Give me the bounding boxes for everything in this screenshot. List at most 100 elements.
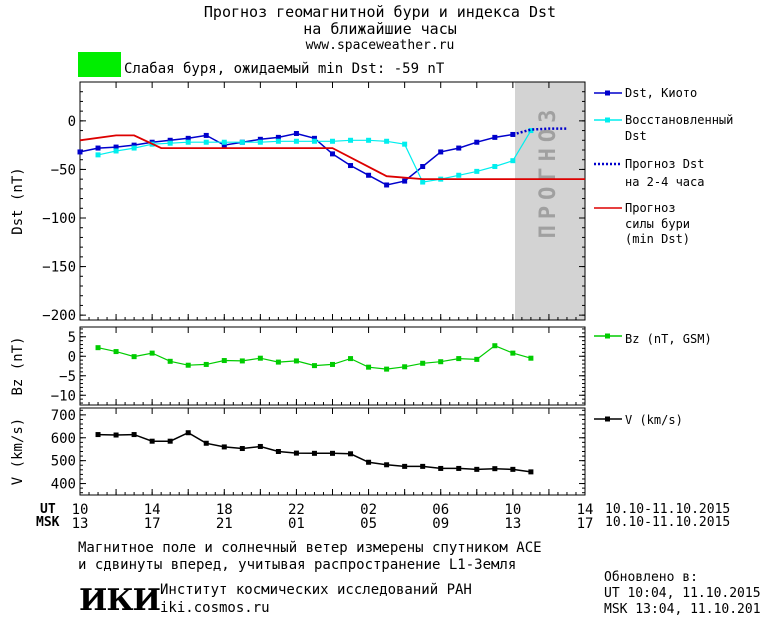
data-point <box>420 463 426 469</box>
data-point <box>221 139 227 145</box>
data-point <box>456 145 462 151</box>
data-point <box>131 145 137 151</box>
data-point <box>366 364 372 370</box>
data-point <box>474 139 480 145</box>
legend-v-label: V (km/s) <box>625 413 683 427</box>
msk-date-range: 10.10-11.10.2015 <box>605 515 731 530</box>
x-tick-label-ut: 14 <box>144 502 161 518</box>
data-point <box>131 142 137 148</box>
msk-axis-label: MSK <box>36 515 60 530</box>
updated-msk: MSK 13:04, 11.10.2015 <box>604 602 760 617</box>
y-tick-label: 5 <box>68 330 76 346</box>
data-point <box>293 358 299 364</box>
data-point <box>95 152 101 158</box>
v-panel: 700 600 500 400 V (km/s) <box>10 407 586 496</box>
data-point <box>257 355 263 361</box>
forecast-band <box>515 82 585 320</box>
plot-frame <box>79 81 586 321</box>
data-point <box>366 137 372 143</box>
data-point <box>438 149 444 155</box>
data-point <box>348 451 354 457</box>
x-tick-label-msk: 21 <box>216 516 233 532</box>
data-point <box>474 356 480 362</box>
data-point <box>402 463 408 469</box>
y-tick-label: −10 <box>51 388 76 404</box>
y-axis-label: Dst (nT) <box>10 167 26 234</box>
data-point <box>311 138 317 144</box>
legend: Dst, Киото Восстановленный Dst Прогноз Dst н… <box>594 86 733 427</box>
data-point <box>474 466 480 472</box>
ut-axis-label: UT <box>40 502 56 517</box>
x-tick-label-ut: 18 <box>216 502 233 518</box>
data-point <box>203 132 209 138</box>
data-point <box>167 140 173 146</box>
data-point <box>257 443 263 449</box>
legend-storm-forecast-label: (min Dst) <box>625 232 690 246</box>
data-point <box>402 364 408 370</box>
data-point <box>420 164 426 170</box>
data-point <box>492 134 498 140</box>
data-point <box>528 355 534 361</box>
y-tick-label: 0 <box>68 349 76 365</box>
data-point <box>203 139 209 145</box>
legend-dst-restored-label: Dst <box>625 129 647 143</box>
data-point <box>474 168 480 174</box>
data-point <box>239 358 245 364</box>
legend-dst-kyoto-label: Dst, Киото <box>625 86 697 100</box>
data-point <box>510 158 516 164</box>
organization-site[interactable]: iki.cosmos.ru <box>160 600 270 616</box>
series-line <box>79 134 585 181</box>
data-point <box>113 148 119 154</box>
data-point <box>330 361 335 367</box>
x-tick-label-msk: 05 <box>360 516 377 532</box>
updated-label: Обновлено в: <box>604 570 698 585</box>
data-point <box>275 134 281 140</box>
data-point <box>131 432 137 438</box>
data-point <box>257 139 263 145</box>
data-point <box>185 362 191 368</box>
legend-dst-forecast-label: на 2-4 часа <box>625 175 704 189</box>
updated-ut: UT 10:04, 11.10.2015 <box>604 586 760 601</box>
data-point <box>293 138 299 144</box>
data-point <box>185 430 191 436</box>
source-url[interactable]: www.spaceweather.ru <box>305 38 455 53</box>
data-point <box>420 179 426 185</box>
data-point <box>492 343 498 349</box>
data-point <box>275 138 281 144</box>
y-tick-label: 700 <box>51 408 76 424</box>
y-tick-label: −50 <box>51 162 76 178</box>
y-tick-label: −100 <box>42 211 76 227</box>
data-point <box>420 360 426 366</box>
data-point <box>95 345 101 351</box>
data-point <box>77 149 83 155</box>
x-tick-label-ut: 06 <box>432 502 449 518</box>
data-point <box>131 354 137 360</box>
data-point <box>348 137 354 143</box>
data-point <box>149 438 155 444</box>
data-point <box>438 465 444 471</box>
legend-bz-label: Bz (nT, GSM) <box>625 332 712 346</box>
data-point <box>384 138 390 144</box>
measurement-note-1: Магнитное поле и солнечный ветер измерен… <box>78 540 542 556</box>
legend-dst-restored-marker <box>605 117 610 123</box>
legend-dst-kyoto-marker <box>605 90 610 96</box>
storm-level-indicator <box>78 52 121 77</box>
data-point <box>311 363 317 369</box>
data-point <box>384 366 390 372</box>
data-point <box>438 359 444 365</box>
x-tick-label-msk: 17 <box>144 516 161 532</box>
data-point <box>203 440 209 446</box>
y-tick-label: −150 <box>42 260 76 276</box>
forecast-label: ПРОГНОЗ <box>536 104 561 239</box>
legend-storm-forecast-label: силы бури <box>625 217 690 231</box>
y-axis-label: V (km/s) <box>10 418 26 485</box>
organization-name: Институт космических исследований РАН <box>160 582 472 598</box>
data-point <box>366 459 372 465</box>
data-point <box>348 356 354 362</box>
data-point <box>185 139 191 145</box>
data-point <box>95 145 101 151</box>
x-tick-label-msk: 13 <box>504 516 521 532</box>
data-point <box>113 432 119 438</box>
y-tick-label: −200 <box>42 308 76 324</box>
